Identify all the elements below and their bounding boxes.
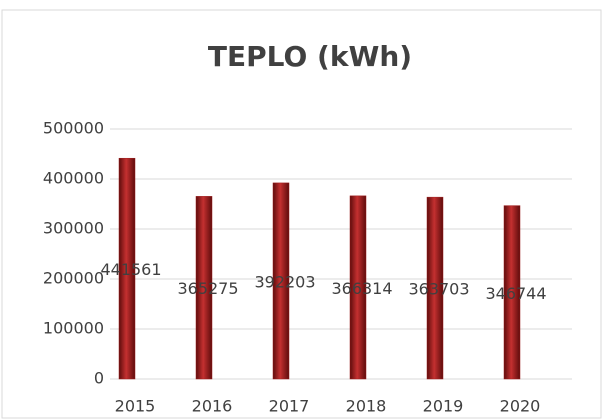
data-label: 365275 — [177, 279, 238, 298]
data-label: 441561 — [100, 260, 161, 279]
data-label: 363703 — [408, 280, 469, 299]
x-tick-label: 2019 — [423, 397, 464, 416]
y-tick-label: 200000 — [43, 269, 104, 288]
y-tick-label: 300000 — [43, 219, 104, 238]
bar — [118, 157, 136, 380]
y-tick-label: 0 — [94, 369, 104, 388]
data-label: 392203 — [254, 272, 315, 291]
chart-title: TEPLO (kWh) — [208, 40, 412, 73]
x-tick-label: 2016 — [192, 397, 233, 416]
y-tick-label: 100000 — [43, 319, 104, 338]
bar — [426, 196, 444, 380]
x-tick-label: 2017 — [269, 397, 310, 416]
x-tick-label: 2020 — [500, 397, 541, 416]
x-tick-label: 2015 — [115, 397, 156, 416]
bar — [272, 182, 290, 380]
y-tick-label: 500000 — [43, 119, 104, 138]
x-tick-label: 2018 — [346, 397, 387, 416]
bar — [349, 195, 367, 380]
bar — [195, 196, 213, 380]
data-label: 346744 — [485, 284, 546, 303]
bar — [503, 205, 521, 380]
data-label: 366314 — [331, 279, 392, 298]
y-tick-label: 400000 — [43, 169, 104, 188]
chart-border — [1, 9, 602, 419]
